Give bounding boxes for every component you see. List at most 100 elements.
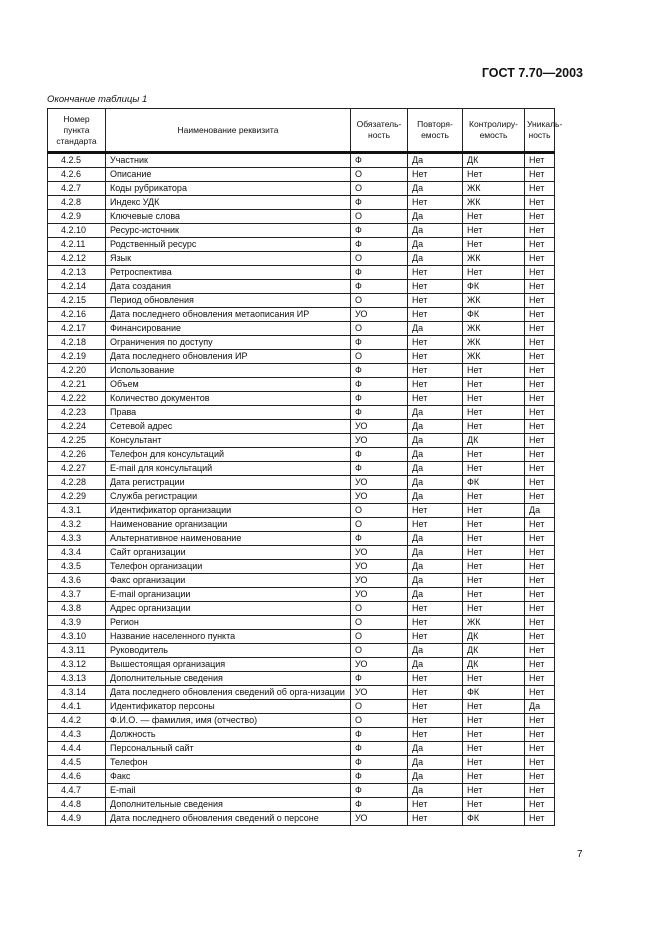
- cell-obligatoriness: УО: [350, 475, 408, 490]
- table-row: 4.3.5 Телефон организации УО Да Нет Нет: [47, 559, 555, 574]
- cell-uniqueness: Да: [524, 699, 555, 714]
- cell-obligatoriness: О: [350, 517, 408, 532]
- cell-name: Дополнительные сведения: [105, 671, 351, 686]
- cell-name: Телефон: [105, 755, 351, 770]
- cell-controllability: ЖК: [462, 293, 525, 308]
- cell-controllability: ЖК: [462, 181, 525, 196]
- cell-repeatability: Нет: [407, 293, 463, 308]
- table-row: 4.3.2 Наименование организации О Нет Нет Нет: [47, 517, 555, 532]
- cell-number: 4.4.4: [47, 741, 106, 756]
- cell-obligatoriness: Ф: [350, 279, 408, 294]
- cell-repeatability: Нет: [407, 601, 463, 616]
- cell-controllability: ФК: [462, 475, 525, 490]
- cell-obligatoriness: Ф: [350, 531, 408, 546]
- cell-repeatability: Да: [407, 559, 463, 574]
- cell-number: 4.4.1: [47, 699, 106, 714]
- cell-obligatoriness: О: [350, 629, 408, 644]
- cell-number: 4.2.25: [47, 433, 106, 448]
- cell-uniqueness: Нет: [524, 643, 555, 658]
- cell-uniqueness: Нет: [524, 657, 555, 672]
- cell-obligatoriness: Ф: [350, 335, 408, 350]
- cell-obligatoriness: О: [350, 699, 408, 714]
- table-row: 4.3.11 Руководитель О Да ДК Нет: [47, 643, 555, 658]
- cell-controllability: Нет: [462, 573, 525, 588]
- cell-name: Альтернативное наименование: [105, 531, 351, 546]
- cell-controllability: Нет: [462, 265, 525, 280]
- table-row: 4.2.7 Коды рубрикатора О Да ЖК Нет: [47, 181, 555, 196]
- table-row: 4.4.7 E-mail Ф Да Нет Нет: [47, 783, 555, 798]
- cell-uniqueness: Нет: [524, 475, 555, 490]
- cell-obligatoriness: Ф: [350, 741, 408, 756]
- cell-name: Консультант: [105, 433, 351, 448]
- cell-repeatability: Да: [407, 531, 463, 546]
- cell-repeatability: Нет: [407, 727, 463, 742]
- cell-number: 4.3.11: [47, 643, 106, 658]
- cell-obligatoriness: Ф: [350, 223, 408, 238]
- cell-obligatoriness: О: [350, 167, 408, 182]
- cell-obligatoriness: Ф: [350, 363, 408, 378]
- table-row: 4.2.12 Язык О Да ЖК Нет: [47, 251, 555, 266]
- table-row: 4.2.26 Телефон для консультаций Ф Да Нет Нет: [47, 447, 555, 462]
- cell-uniqueness: Нет: [524, 195, 555, 210]
- cell-uniqueness: Нет: [524, 601, 555, 616]
- cell-name: Ресурс-источник: [105, 223, 351, 238]
- cell-name: Сетевой адрес: [105, 419, 351, 434]
- cell-uniqueness: Нет: [524, 587, 555, 602]
- table-row: 4.2.6 Описание О Нет Нет Нет: [47, 167, 555, 182]
- table-row: 4.3.7 E-mail организации УО Да Нет Нет: [47, 587, 555, 602]
- cell-repeatability: Нет: [407, 671, 463, 686]
- cell-repeatability: Нет: [407, 699, 463, 714]
- cell-repeatability: Нет: [407, 503, 463, 518]
- cell-number: 4.2.13: [47, 265, 106, 280]
- cell-uniqueness: Нет: [524, 377, 555, 392]
- cell-number: 4.2.14: [47, 279, 106, 294]
- cell-obligatoriness: О: [350, 643, 408, 658]
- cell-uniqueness: Нет: [524, 349, 555, 364]
- cell-obligatoriness: УО: [350, 489, 408, 504]
- cell-name: Дата создания: [105, 279, 351, 294]
- cell-obligatoriness: Ф: [350, 755, 408, 770]
- cell-number: 4.2.24: [47, 419, 106, 434]
- cell-repeatability: Да: [407, 475, 463, 490]
- cell-controllability: ФК: [462, 279, 525, 294]
- cell-repeatability: Да: [407, 405, 463, 420]
- cell-number: 4.3.4: [47, 545, 106, 560]
- table-row: 4.2.17 Финансирование О Да ЖК Нет: [47, 321, 555, 336]
- table-row: 4.3.6 Факс организации УО Да Нет Нет: [47, 573, 555, 588]
- cell-obligatoriness: О: [350, 601, 408, 616]
- cell-controllability: ЖК: [462, 195, 525, 210]
- cell-name: Финансирование: [105, 321, 351, 336]
- cell-repeatability: Нет: [407, 349, 463, 364]
- cell-name: Адрес организации: [105, 601, 351, 616]
- cell-obligatoriness: Ф: [350, 461, 408, 476]
- cell-name: Дополнительные сведения: [105, 797, 351, 812]
- cell-name: E-mail: [105, 783, 351, 798]
- cell-repeatability: Да: [407, 741, 463, 756]
- cell-number: 4.2.26: [47, 447, 106, 462]
- cell-uniqueness: Нет: [524, 293, 555, 308]
- cell-uniqueness: Нет: [524, 209, 555, 224]
- cell-name: Ключевые слова: [105, 209, 351, 224]
- table-row: 4.2.8 Индекс УДК Ф Нет ЖК Нет: [47, 195, 555, 210]
- cell-name: Телефон для консультаций: [105, 447, 351, 462]
- cell-controllability: ДК: [462, 433, 525, 448]
- cell-repeatability: Да: [407, 461, 463, 476]
- cell-number: 4.2.8: [47, 195, 106, 210]
- cell-repeatability: Да: [407, 783, 463, 798]
- cell-name: E-mail для консультаций: [105, 461, 351, 476]
- table-row: 4.3.8 Адрес организации О Нет Нет Нет: [47, 601, 555, 616]
- cell-name: Служба регистрации: [105, 489, 351, 504]
- cell-name: Дата последнего обновления сведений об о…: [105, 685, 351, 700]
- cell-number: 4.4.7: [47, 783, 106, 798]
- cell-number: 4.2.21: [47, 377, 106, 392]
- cell-obligatoriness: Ф: [350, 377, 408, 392]
- cell-repeatability: Да: [407, 237, 463, 252]
- cell-uniqueness: Да: [524, 503, 555, 518]
- cell-repeatability: Нет: [407, 629, 463, 644]
- cell-controllability: Нет: [462, 559, 525, 574]
- cell-name: Факс организации: [105, 573, 351, 588]
- cell-name: Ретроспектива: [105, 265, 351, 280]
- cell-repeatability: Да: [407, 657, 463, 672]
- cell-number: 4.3.6: [47, 573, 106, 588]
- cell-number: 4.3.12: [47, 657, 106, 672]
